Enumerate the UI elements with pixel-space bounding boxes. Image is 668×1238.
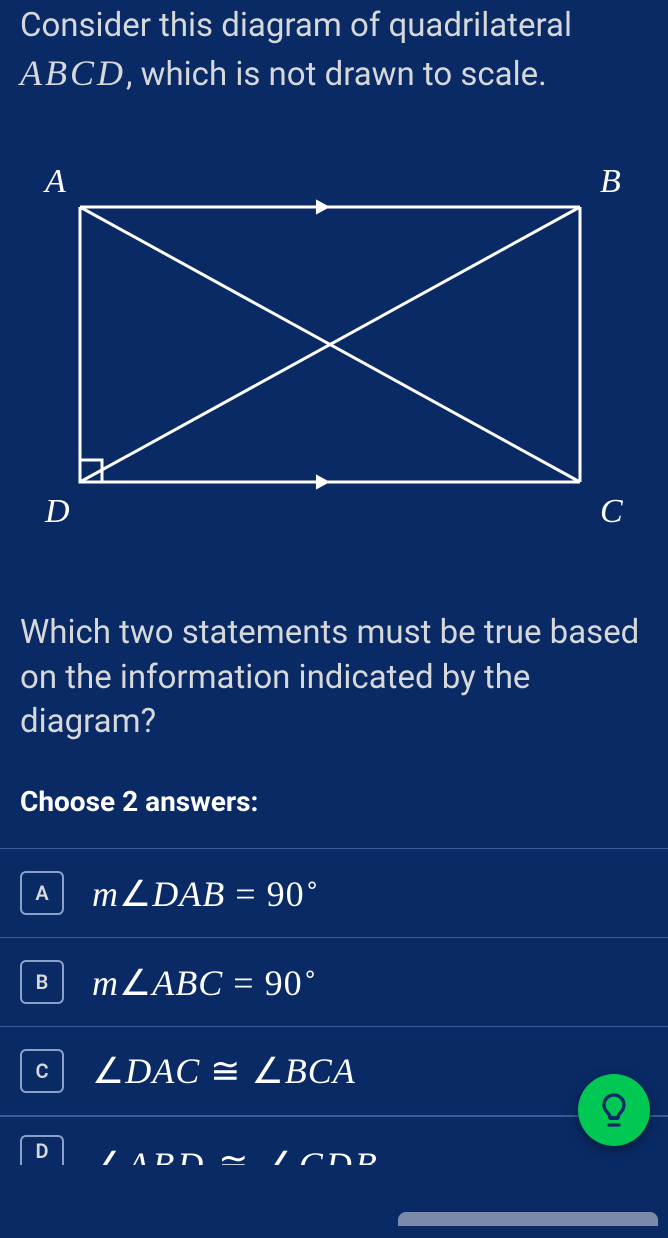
answer-letter-box: B bbox=[20, 960, 64, 1004]
answer-option[interactable]: C ∠DAC ≅ ∠BCA bbox=[0, 1026, 668, 1116]
answer-math: m∠ABC = 90∘ bbox=[92, 960, 319, 1004]
exercise-container: Consider this diagram of quadrilateral A… bbox=[0, 0, 668, 1165]
answer-letter: D bbox=[35, 1139, 48, 1163]
answer-math: ∠DAC ≅ ∠BCA bbox=[92, 1050, 356, 1092]
lightbulb-icon bbox=[594, 1090, 634, 1130]
answer-option[interactable]: Am∠DAB = 90∘ bbox=[0, 848, 668, 937]
geometry-diagram: A B C D bbox=[0, 97, 668, 601]
bottom-pill bbox=[398, 1212, 658, 1226]
answer-letter-box: D bbox=[20, 1135, 64, 1165]
answer-letter-box: A bbox=[20, 871, 64, 915]
question-text: Which two statements must be true based … bbox=[0, 601, 668, 745]
svg-text:D: D bbox=[44, 493, 70, 530]
prompt-before: Consider this diagram of quadrilateral bbox=[20, 6, 572, 45]
answer-letter-box: C bbox=[20, 1049, 64, 1093]
answer-math-partial: ∠ABD ≅ ∠CDB bbox=[92, 1135, 380, 1165]
answer-list: Am∠DAB = 90∘Bm∠ABC = 90∘C∠DAC ≅ ∠BCA bbox=[0, 848, 668, 1116]
prompt-after: , which is not drawn to scale. bbox=[126, 55, 547, 94]
diagram-svg: A B C D bbox=[20, 127, 648, 557]
choose-label: Choose 2 answers: bbox=[0, 745, 668, 848]
hint-button[interactable] bbox=[578, 1074, 650, 1146]
answer-option-partial[interactable]: D ∠ABD ≅ ∠CDB bbox=[0, 1116, 668, 1165]
answer-option[interactable]: Bm∠ABC = 90∘ bbox=[0, 937, 668, 1026]
prompt-mathvar: ABCD bbox=[20, 53, 126, 93]
prompt-text: Consider this diagram of quadrilateral A… bbox=[0, 0, 668, 97]
bottom-bar bbox=[0, 1204, 668, 1238]
answer-math: m∠DAB = 90∘ bbox=[92, 871, 321, 915]
svg-text:B: B bbox=[600, 163, 621, 200]
svg-text:A: A bbox=[43, 163, 66, 200]
svg-text:C: C bbox=[600, 493, 623, 530]
